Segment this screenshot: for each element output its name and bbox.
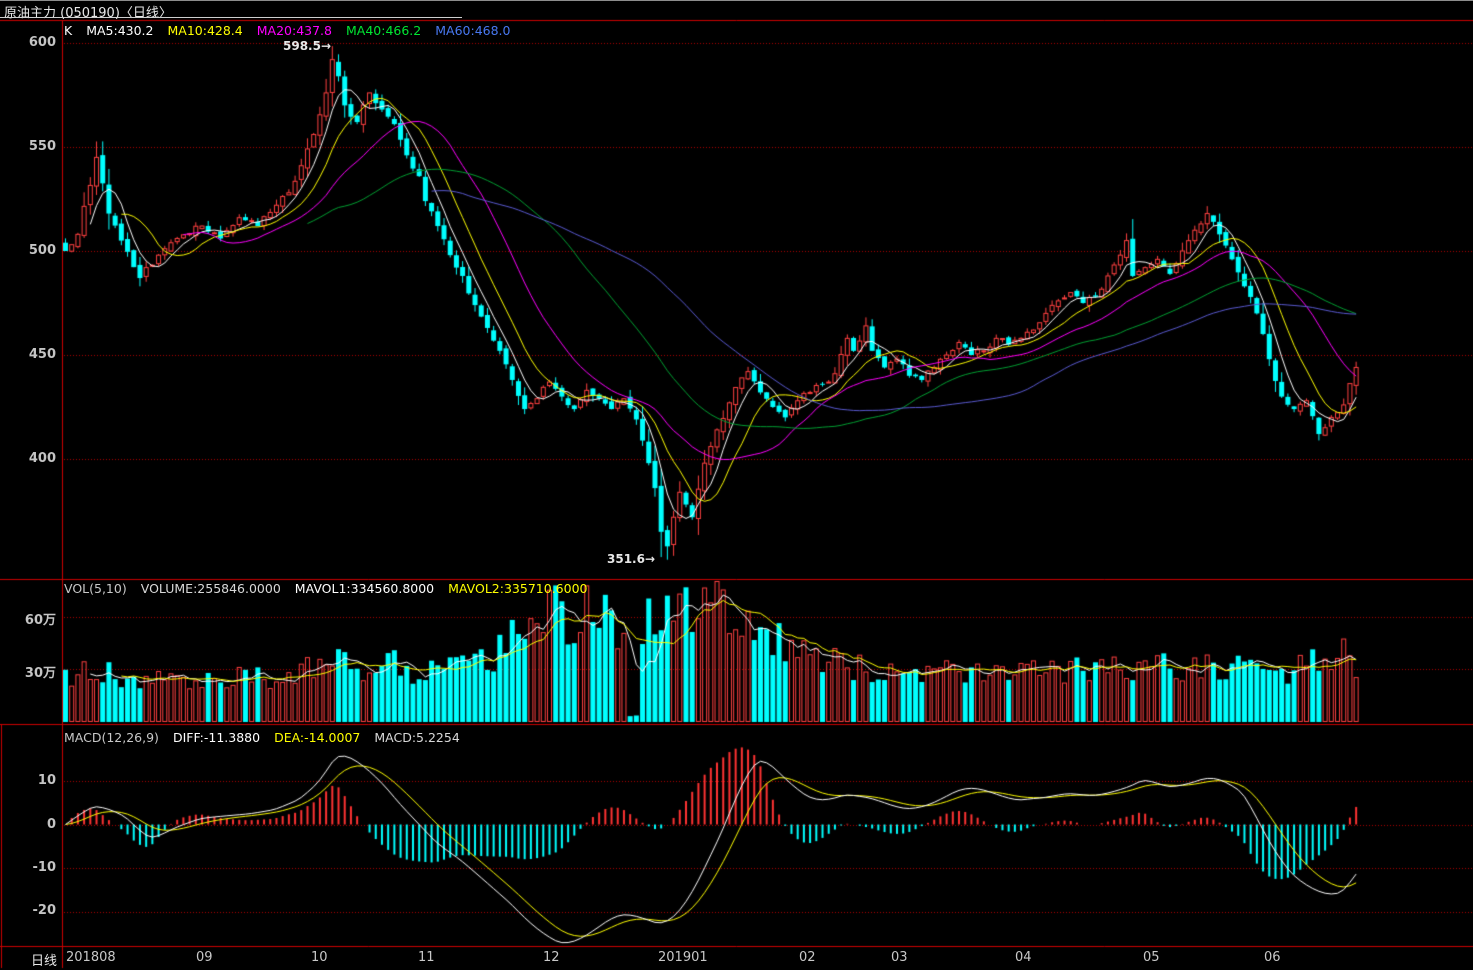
legend-ma5: MA5:430.2 bbox=[86, 23, 154, 38]
price-tick-600: 600 bbox=[28, 35, 56, 50]
price-tick-550: 550 bbox=[28, 139, 56, 154]
x-axis-label: 06 bbox=[1264, 950, 1281, 965]
legend-ma40: MA40:466.2 bbox=[346, 23, 422, 38]
legend-macd-val: MACD:5.2254 bbox=[374, 730, 460, 745]
volume-tick-60: 60万 bbox=[24, 613, 56, 628]
legend-diff: DIFF:-11.3880 bbox=[172, 730, 261, 745]
macd-tick-10: 10 bbox=[37, 773, 56, 788]
price-tick-450: 450 bbox=[28, 347, 56, 362]
legend-ma10: MA10:428.4 bbox=[167, 23, 243, 38]
price-tick-500: 500 bbox=[28, 243, 56, 258]
legend-mavol2: MAVOL2:335710.6000 bbox=[448, 581, 588, 596]
window-title: 原油主力 (050190)〈日线〉 bbox=[4, 6, 172, 21]
macd-tick-n20: -20 bbox=[32, 903, 57, 918]
x-axis-label: 12 bbox=[543, 950, 560, 965]
macd-legend: MACD(12,26,9) DIFF:-11.3880 DEA:-14.0007… bbox=[64, 730, 460, 745]
x-axis-label: 02 bbox=[799, 950, 816, 965]
legend-macd-name: MACD(12,26,9) bbox=[64, 730, 159, 745]
x-axis-label: 05 bbox=[1143, 950, 1160, 965]
legend-vol-name: VOL(5,10) bbox=[64, 581, 127, 596]
high-annotation: 598.5→ bbox=[283, 39, 332, 53]
x-axis-label: 201901 bbox=[658, 950, 708, 965]
legend-dea: DEA:-14.0007 bbox=[274, 730, 361, 745]
x-axis-label: 04 bbox=[1015, 950, 1032, 965]
x-axis-label: 201808 bbox=[66, 950, 116, 965]
title-underline bbox=[0, 17, 462, 18]
legend-ma20: MA20:437.8 bbox=[256, 23, 332, 38]
x-axis-label: 10 bbox=[311, 950, 328, 965]
legend-volume: VOLUME:255846.0000 bbox=[140, 581, 281, 596]
k-label: K bbox=[64, 23, 73, 38]
period-button[interactable]: 日线 bbox=[30, 954, 57, 969]
low-annotation: 351.6→ bbox=[607, 552, 656, 566]
x-axis-label: 09 bbox=[196, 950, 213, 965]
x-axis-label: 11 bbox=[418, 950, 435, 965]
window-top-edge bbox=[0, 0, 1473, 1]
volume-tick-30: 30万 bbox=[24, 666, 56, 681]
legend-ma60: MA60:468.0 bbox=[435, 23, 511, 38]
price-legend: K MA5:430.2 MA10:428.4 MA20:437.8 MA40:4… bbox=[64, 23, 511, 38]
macd-tick-0: 0 bbox=[46, 817, 56, 832]
legend-mavol1: MAVOL1:334560.8000 bbox=[294, 581, 435, 596]
x-axis-label: 03 bbox=[891, 950, 908, 965]
macd-tick-n10: -10 bbox=[32, 860, 57, 875]
volume-legend: VOL(5,10) VOLUME:255846.0000 MAVOL1:3345… bbox=[64, 581, 587, 596]
price-tick-400: 400 bbox=[28, 451, 56, 466]
